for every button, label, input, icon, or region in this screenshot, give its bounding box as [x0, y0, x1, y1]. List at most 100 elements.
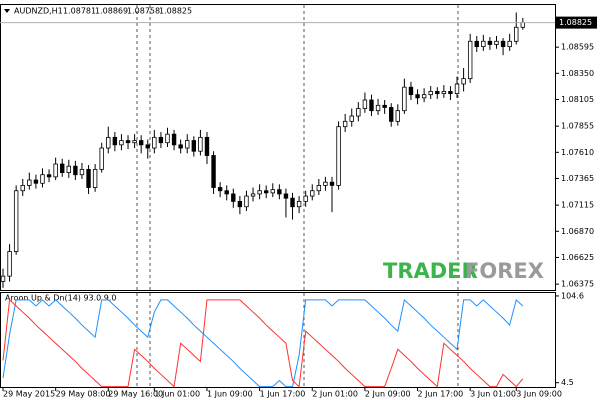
price-marker — [555, 16, 597, 29]
indicator-frame — [0, 292, 556, 388]
y-tick-label: 4.5 — [561, 378, 574, 387]
candle-body — [382, 104, 387, 108]
candle-body — [13, 190, 19, 252]
candle-body — [415, 94, 420, 99]
x-tick-label: 2 Jun 17:00 — [418, 390, 464, 399]
header-high: 1.08869 — [95, 7, 128, 16]
x-tick-label: 1 Jun 01:00 — [154, 390, 200, 399]
candle-body — [125, 140, 131, 144]
candle-body — [494, 40, 499, 45]
candle-body — [46, 174, 52, 178]
candle-body — [441, 91, 447, 94]
aroon-line — [2, 298, 524, 388]
candle-body — [106, 136, 111, 149]
x-tick-label: 2 Jun 09:00 — [365, 390, 411, 399]
x-tick-label: 1 Jun 09:00 — [207, 390, 253, 399]
x-tick-label: 2 Jun 01:00 — [312, 390, 358, 399]
candle-body — [303, 195, 308, 202]
candle-body — [263, 190, 269, 194]
candle-body — [283, 193, 289, 199]
candle-body — [231, 193, 236, 202]
candle-body — [461, 78, 466, 85]
x-tick-label: 29 May 08:00 — [56, 390, 111, 399]
candle-body — [178, 144, 183, 149]
candle-body — [323, 181, 328, 186]
y-tick-label: 1.07855 — [561, 122, 594, 131]
x-tick-label: 3 Jun 01:00 — [470, 390, 516, 399]
candle-body — [165, 133, 170, 144]
candle-body — [20, 184, 25, 192]
x-tick-label: 1 Jun 17:00 — [260, 390, 306, 399]
aroon-line — [2, 298, 524, 388]
price-frame — [0, 4, 556, 291]
candle-body — [270, 189, 275, 194]
candle-body — [514, 26, 519, 42]
candle-body — [92, 168, 98, 188]
candle-body — [395, 110, 400, 122]
candle-body — [198, 136, 203, 152]
candle-body — [204, 136, 210, 156]
candle-body — [171, 133, 177, 146]
candle-body — [369, 99, 374, 112]
candle-body — [421, 94, 427, 99]
candle-body — [211, 155, 216, 188]
candle-body — [40, 174, 45, 184]
candle-body — [99, 147, 104, 170]
candle-body — [60, 163, 65, 173]
candle-body — [481, 40, 486, 48]
candle-body — [138, 140, 144, 146]
candle-body — [310, 190, 315, 197]
candle-body — [185, 140, 190, 149]
candle-body — [520, 22, 526, 28]
candle-body — [435, 91, 440, 94]
candle-body — [342, 120, 348, 128]
candle-body — [112, 136, 118, 146]
candle-body — [375, 104, 381, 112]
y-tick-label: 104.6 — [561, 291, 584, 300]
symbol: AUDNZD,H1 — [14, 7, 63, 16]
candle-body — [257, 190, 262, 195]
y-tick-label: 1.06375 — [561, 280, 594, 289]
candle-body — [448, 91, 453, 94]
candle-body — [237, 201, 243, 208]
candle-body — [336, 126, 341, 186]
candle-body — [66, 165, 71, 173]
candle-body — [217, 187, 223, 192]
header-low: 1.08758 — [127, 7, 160, 16]
candle-body — [277, 189, 282, 195]
candle-body — [349, 115, 354, 122]
candle-body — [191, 140, 197, 152]
candle-body — [467, 40, 473, 80]
candle-body — [79, 168, 85, 176]
candle-body — [158, 136, 164, 144]
y-tick-label: 1.08350 — [561, 69, 594, 78]
candle-body — [250, 193, 256, 197]
candle-body — [33, 179, 39, 184]
candle-body — [224, 190, 229, 195]
menu-arrow[interactable] — [4, 9, 10, 13]
indicator-title: Aroon Up & Dn(14) 93.0 9.0 — [5, 294, 117, 303]
header-close: 1.08825 — [159, 7, 192, 16]
candle-body — [408, 86, 414, 96]
y-tick-label: 1.08595 — [561, 43, 594, 52]
candle-body — [73, 165, 78, 176]
y-tick-label: 1.07610 — [561, 148, 594, 157]
x-tick-label: 29 May 16:00 — [108, 390, 163, 399]
y-tick-label: 1.08105 — [561, 95, 594, 104]
candle-body — [507, 40, 512, 48]
x-tick-label: 3 Jun 09:00 — [516, 390, 562, 399]
candle-body — [316, 184, 322, 192]
candle-body — [362, 99, 368, 109]
y-tick-label: 1.06625 — [561, 253, 594, 262]
candle-body — [474, 40, 479, 48]
candle-body — [86, 168, 91, 188]
candle-body — [7, 251, 12, 277]
candle-body — [27, 179, 32, 186]
y-tick-label: 1.06870 — [561, 227, 594, 236]
candle-body — [454, 83, 460, 94]
candle-body — [244, 195, 249, 208]
header-open: 1.08781 — [63, 7, 96, 16]
watermark-right: FOREX — [465, 259, 544, 283]
